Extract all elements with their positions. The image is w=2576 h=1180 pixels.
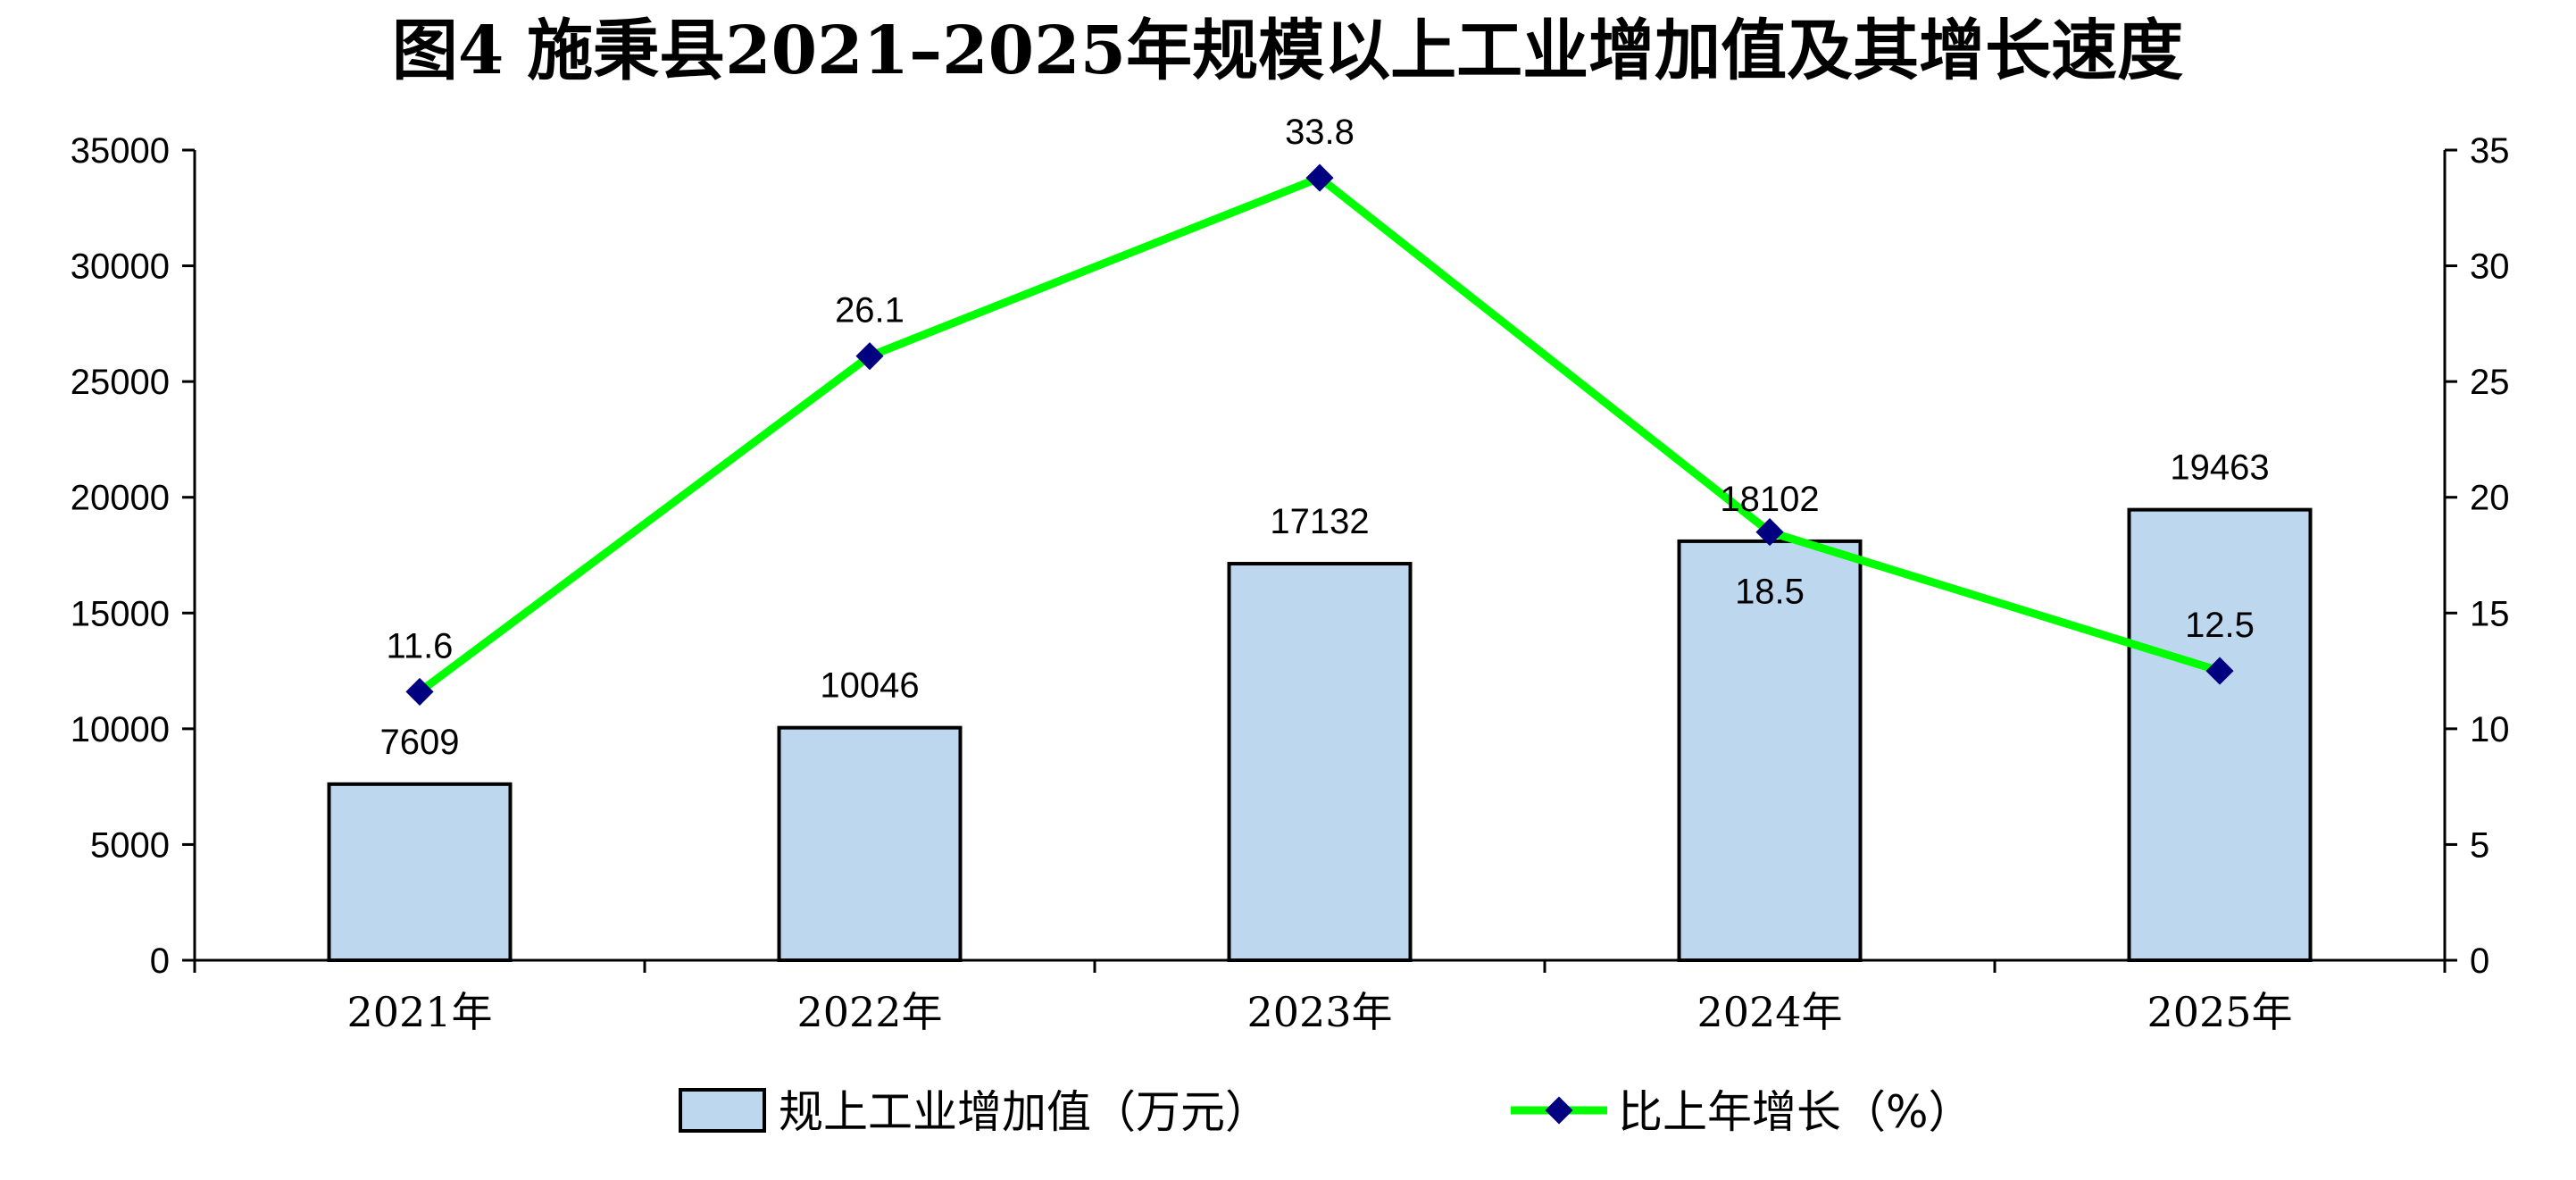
bar xyxy=(1227,562,1413,962)
x-tick-label: 2023年 xyxy=(1246,988,1392,1036)
bars xyxy=(327,507,2313,962)
line-value-label: 12.5 xyxy=(2185,606,2255,645)
chart-title: 图4 施秉县2021–2025年规模以上工业增加值及其增长速度 xyxy=(392,13,2183,89)
bar xyxy=(777,725,963,962)
bar-value-label: 18102 xyxy=(1720,480,1819,519)
y-left-tick-label: 15000 xyxy=(71,594,170,633)
data-labels: 7609 10046 17132 18102 19463 11.6 26.1 33.8 18.5… xyxy=(380,113,2270,762)
y-right-tick-label: 10 xyxy=(2470,710,2510,749)
bar xyxy=(1677,539,1863,962)
y-left-tick-label: 30000 xyxy=(71,247,170,287)
x-tick-label: 2021年 xyxy=(346,988,492,1036)
y-right-tick-label: 15 xyxy=(2470,594,2510,633)
y-left-tick-label: 35000 xyxy=(71,131,170,171)
line-marker xyxy=(2205,657,2234,685)
y-right-tick-label: 30 xyxy=(2470,247,2510,287)
bar xyxy=(327,782,513,962)
legend-bar-swatch xyxy=(679,1088,766,1133)
x-tick-label: 2022年 xyxy=(796,988,942,1036)
legend-line-marker xyxy=(1545,1096,1573,1125)
y-right-tick-label: 5 xyxy=(2470,825,2489,865)
bar xyxy=(2127,507,2313,962)
y-left-tick-label: 20000 xyxy=(71,479,170,518)
bar-value-label: 7609 xyxy=(380,723,460,762)
line-marker xyxy=(855,342,884,371)
line-value-label: 26.1 xyxy=(835,291,905,331)
y-left-tick-label: 10000 xyxy=(71,710,170,749)
line-marker xyxy=(405,677,434,706)
line-value-label: 33.8 xyxy=(1285,113,1355,152)
bar-value-label: 17132 xyxy=(1270,502,1369,541)
axes: 0 5000 10000 15000 20000 25000 30000 35000 0 5 10 1… xyxy=(71,131,2510,1036)
legend: 规上工业增加值（万元） 比上年增长（%） xyxy=(679,1086,1973,1138)
y-right-tick-label: 20 xyxy=(2470,479,2510,518)
line-value-label: 18.5 xyxy=(1735,573,1805,612)
legend-line-label: 比上年增长（%） xyxy=(1618,1086,1973,1138)
bar-value-label: 19463 xyxy=(2170,448,2269,488)
bar-value-label: 10046 xyxy=(820,666,919,706)
y-left-tick-label: 25000 xyxy=(71,363,170,402)
y-right-tick-label: 25 xyxy=(2470,363,2510,402)
line-value-label: 11.6 xyxy=(387,626,454,665)
y-right-tick-label: 35 xyxy=(2470,131,2510,171)
y-left-tick-label: 0 xyxy=(150,941,170,981)
x-tick-label: 2025年 xyxy=(2147,988,2292,1036)
x-tick-label: 2024年 xyxy=(1696,988,1842,1036)
legend-bar-label: 规上工业增加值（万元） xyxy=(779,1086,1270,1138)
y-right-tick-label: 0 xyxy=(2470,941,2489,981)
y-left-tick-label: 5000 xyxy=(90,825,170,865)
